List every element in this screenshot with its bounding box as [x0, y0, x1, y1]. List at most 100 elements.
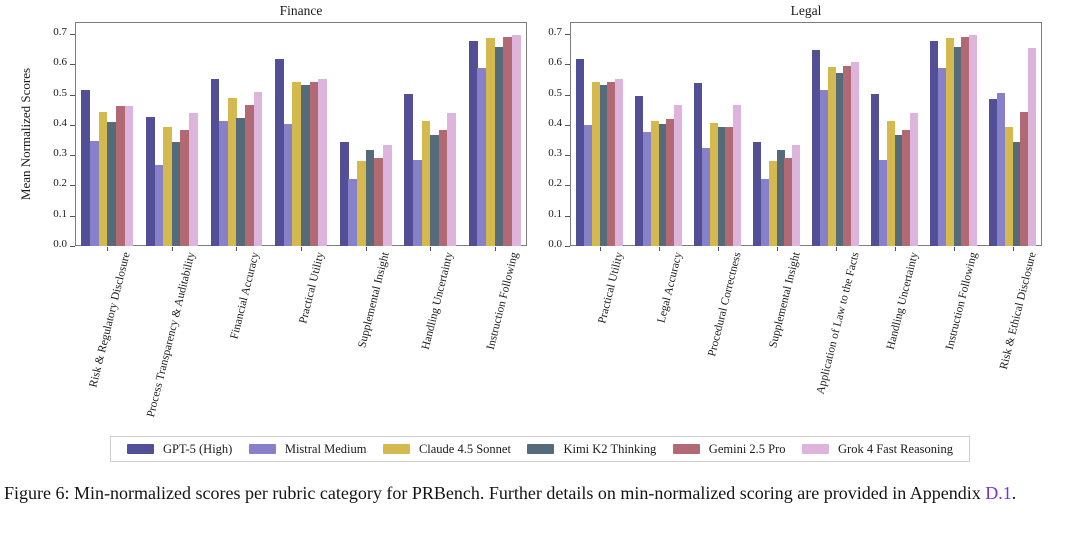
legend-swatch-icon [672, 444, 700, 454]
y-tick-mark [70, 64, 75, 66]
bar [339, 142, 349, 246]
y-tick-mark [70, 94, 75, 96]
legend-swatch-icon [802, 444, 830, 454]
bar [878, 159, 887, 246]
x-tick-mark [1012, 247, 1014, 251]
bar [870, 93, 879, 246]
bar [348, 179, 358, 246]
legend-label: Claude 4.5 Sonnet [418, 441, 511, 456]
x-tick-mark [894, 247, 896, 251]
bar [189, 113, 198, 246]
bar [843, 66, 852, 246]
y-tick-label: 0.3 [53, 147, 67, 160]
bar [468, 40, 478, 246]
bar [146, 117, 155, 246]
y-tick-label: 0.2 [548, 177, 562, 190]
figure-caption: Figure 6: Min-normalized scores per rubr… [4, 481, 1070, 506]
x-tick-mark [301, 247, 302, 251]
y-tick-mark [70, 246, 75, 247]
bar [642, 132, 651, 246]
x-tick-mark [236, 247, 238, 251]
y-tick-label: 0.6 [548, 56, 562, 69]
legend-entry: Mistral Medium [248, 441, 367, 457]
legend-entry: Claude 4.5 Sonnet [382, 441, 511, 457]
bar [292, 81, 302, 246]
bar [902, 130, 911, 246]
bar [227, 97, 237, 246]
caption-period: . [1011, 483, 1017, 503]
x-tick-mark [658, 247, 660, 251]
y-tick-label: 0.0 [548, 238, 562, 250]
y-tick-label: 0.1 [548, 207, 562, 220]
x-category-label: Risk & Ethical Disclosure [997, 251, 1039, 371]
bar [784, 158, 793, 246]
bar [365, 149, 375, 246]
y-tick-mark [565, 124, 570, 126]
bar [180, 130, 190, 246]
bar [163, 126, 173, 246]
bar [851, 61, 860, 246]
bar [658, 124, 667, 246]
legend-label: Grok 4 Fast Reasoning [838, 441, 953, 456]
bar [835, 73, 844, 246]
legend-label: Mistral Medium [284, 441, 367, 456]
bar [171, 141, 181, 246]
x-tick-mark [107, 247, 109, 251]
x-tick-mark [776, 247, 778, 251]
bar [374, 158, 383, 246]
y-tick-mark [565, 155, 570, 157]
bar [404, 93, 414, 246]
bar [988, 99, 997, 246]
x-category-label: Supplemental Insight [766, 251, 803, 350]
y-tick-mark [565, 64, 570, 66]
x-category-label: Procedural Correctness [705, 251, 744, 358]
bar [945, 37, 954, 246]
x-category-label: Practical Utility [297, 251, 327, 325]
bar [886, 120, 895, 246]
bar [1004, 126, 1013, 246]
bar [591, 81, 600, 246]
bar [969, 35, 978, 246]
bar [792, 144, 801, 246]
x-category-label: Handling Uncertainty [884, 251, 921, 351]
bar [90, 140, 99, 246]
bar [776, 149, 785, 246]
bar [382, 144, 392, 246]
y-tick-mark [70, 215, 75, 217]
bar [1012, 141, 1021, 246]
bar [1020, 112, 1029, 246]
bar [412, 159, 422, 246]
y-tick-mark [70, 34, 75, 35]
appendix-link[interactable]: D.1 [985, 483, 1012, 503]
bar [666, 119, 675, 246]
bar [81, 89, 91, 246]
bar [650, 120, 659, 246]
bar [124, 106, 134, 246]
bar [827, 66, 836, 246]
bar [811, 50, 820, 246]
caption-text: Figure 6: Min-normalized scores per rubr… [4, 483, 986, 503]
chart-title: Legal [790, 3, 822, 18]
bar [309, 82, 319, 246]
legend-swatch-icon [382, 444, 410, 454]
bar [760, 179, 769, 246]
bar [615, 79, 624, 246]
bar [929, 40, 938, 246]
bar [503, 36, 513, 246]
x-tick-mark [717, 247, 719, 251]
x-tick-mark [171, 247, 173, 251]
bar [768, 161, 777, 246]
legend-label: Gemini 2.5 Pro [708, 441, 786, 456]
x-tick-mark [953, 247, 955, 251]
bar [438, 130, 448, 246]
bar [693, 83, 702, 246]
legend-entry: Grok 4 Fast Reasoning [802, 442, 953, 457]
bar [253, 92, 263, 246]
bar [318, 79, 328, 246]
legend-entry: Kimi K2 Thinking [527, 442, 656, 457]
bar [210, 78, 220, 246]
y-tick-mark [70, 155, 75, 157]
bar [894, 135, 903, 246]
bar [937, 67, 946, 246]
